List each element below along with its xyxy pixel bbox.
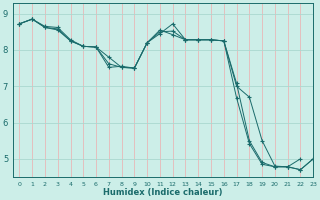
X-axis label: Humidex (Indice chaleur): Humidex (Indice chaleur): [103, 188, 223, 197]
